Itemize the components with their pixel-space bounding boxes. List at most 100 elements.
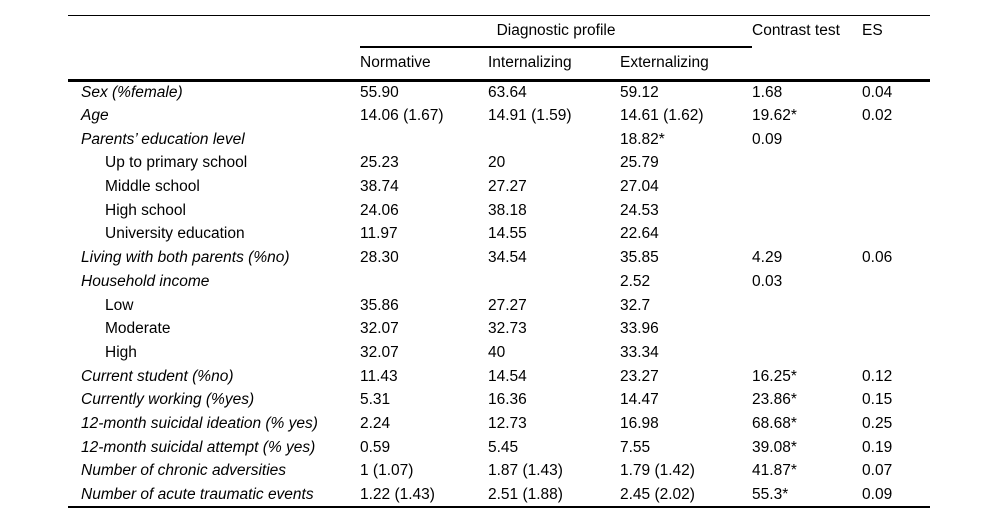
cell-value: 14.91 (1.59)	[488, 107, 572, 125]
cell-value: 16.25*	[752, 367, 797, 385]
cell-value: 14.47	[620, 391, 659, 409]
cell-value: 63.64	[488, 84, 527, 102]
cell-value: 12.73	[488, 414, 527, 432]
table-row: Moderate 32.07 32.73 33.96	[68, 317, 930, 341]
row-label: Current student (%no)	[81, 367, 234, 385]
cell-value	[862, 152, 930, 176]
cell-value: 5.31	[360, 391, 391, 409]
cell-value: 16.98	[620, 414, 659, 432]
row-label: Currently working (%yes)	[81, 391, 255, 409]
cell-value: 41.87*	[752, 462, 797, 480]
cell-value: 33.96	[620, 320, 659, 338]
header-contrast-test: Contrast test	[752, 22, 840, 40]
cell-value: 0.04	[862, 84, 893, 102]
cell-value: 0.07	[862, 462, 893, 480]
cell-value	[360, 128, 488, 152]
cell-value: 2.45 (2.02)	[620, 485, 695, 503]
table-body: Sex (%female) 55.90 63.64 59.12 1.68 0.04 Age 1…	[68, 81, 930, 507]
table-row: Middle school 38.74 27.27 27.04	[68, 175, 930, 199]
cell-value: 18.82*	[620, 130, 665, 148]
cell-value: 19.62*	[752, 107, 797, 125]
header-empty-cell	[68, 46, 360, 82]
row-label: Number of acute traumatic events	[81, 485, 314, 503]
cell-value: 25.23	[360, 154, 399, 172]
cell-value	[862, 341, 930, 365]
cell-value: 25.79	[620, 154, 659, 172]
cell-value: 1.87 (1.43)	[488, 462, 563, 480]
cell-value	[862, 175, 930, 199]
cell-value: 24.06	[360, 201, 399, 219]
cell-value: 35.86	[360, 296, 399, 314]
cell-value: 33.34	[620, 343, 659, 361]
cell-value: 40	[488, 343, 506, 361]
cell-value: 35.85	[620, 249, 659, 267]
cell-value: 5.45	[488, 438, 519, 456]
table-row: Sex (%female) 55.90 63.64 59.12 1.68 0.04	[68, 81, 930, 105]
row-label: Parents’ education level	[81, 130, 245, 148]
cell-value: 27.27	[488, 296, 527, 314]
row-label: Sex (%female)	[81, 84, 183, 102]
row-label: Age	[81, 107, 109, 125]
cell-value	[752, 223, 862, 247]
cell-value: 11.43	[360, 367, 398, 385]
cell-value: 28.30	[360, 249, 399, 267]
table-row: High school 24.06 38.18 24.53	[68, 199, 930, 223]
cell-value: 0.09	[862, 485, 893, 503]
cell-value	[752, 317, 862, 341]
cell-value: 0.06	[862, 249, 893, 267]
cell-value: 55.90	[360, 84, 399, 102]
cell-value: 0.59	[360, 438, 391, 456]
cell-value: 0.15	[862, 391, 893, 409]
table-row: Parents’ education level 18.82* 0.09	[68, 128, 930, 152]
cell-value: 14.61 (1.62)	[620, 107, 704, 125]
header-normative: Normative	[360, 46, 488, 82]
cell-value: 14.06 (1.67)	[360, 107, 444, 125]
cell-value: 1.22 (1.43)	[360, 485, 435, 503]
row-label: Living with both parents (%no)	[81, 249, 290, 267]
table-row: Number of chronic adversities 1 (1.07) 1.8…	[68, 460, 930, 484]
header-empty-cell	[862, 46, 931, 82]
table-row: Currently working (%yes) 5.31 16.36 14.47 23…	[68, 388, 930, 412]
cell-value	[862, 128, 930, 152]
row-label: 12-month suicidal attempt (% yes)	[81, 438, 316, 456]
cell-value	[862, 199, 930, 223]
row-label: Up to primary school	[105, 154, 248, 172]
table-row: Low 35.86 27.27 32.7	[68, 294, 930, 318]
table-row: Household income 2.52 0.03	[68, 270, 930, 294]
cell-value: 32.07	[360, 320, 399, 338]
table-row: 12-month suicidal attempt (% yes) 0.59 5.4…	[68, 436, 930, 460]
table-row: Number of acute traumatic events 1.22 (1.…	[68, 483, 930, 507]
row-label: University education	[105, 225, 245, 243]
cell-value: 2.24	[360, 414, 391, 432]
row-label: 12-month suicidal ideation (% yes)	[81, 414, 318, 432]
cell-value: 0.19	[862, 438, 893, 456]
row-label: Number of chronic adversities	[81, 462, 287, 480]
cell-value: 16.36	[488, 391, 527, 409]
cell-value	[752, 152, 862, 176]
cell-value: 1 (1.07)	[360, 462, 414, 480]
header-row-subcolumns: Normative Internalizing Externalizing	[68, 46, 931, 82]
table-row: High 32.07 40 33.34	[68, 341, 930, 365]
row-label: Middle school	[105, 178, 200, 196]
cell-value	[862, 317, 930, 341]
cell-value: 59.12	[620, 84, 659, 102]
row-label: High school	[105, 201, 186, 219]
cell-value: 11.97	[360, 225, 398, 243]
cell-value: 0.02	[862, 107, 893, 125]
cell-value: 4.29	[752, 249, 783, 267]
cell-value: 20	[488, 154, 506, 172]
cell-value: 39.08*	[752, 438, 797, 456]
header-empty-cell	[68, 16, 360, 47]
header-diagnostic-profile: Diagnostic profile	[360, 15, 753, 48]
cell-value: 32.7	[620, 296, 651, 314]
cell-value: 34.54	[488, 249, 527, 267]
cell-value: 0.12	[862, 367, 893, 385]
cell-value	[752, 199, 862, 223]
row-label: Low	[105, 296, 134, 314]
cell-value: 0.25	[862, 414, 893, 432]
cell-value: 55.3*	[752, 485, 789, 503]
cell-value: 27.04	[620, 178, 659, 196]
header-internalizing: Internalizing	[488, 46, 620, 82]
cell-value: 1.68	[752, 84, 783, 102]
cell-value	[752, 294, 862, 318]
